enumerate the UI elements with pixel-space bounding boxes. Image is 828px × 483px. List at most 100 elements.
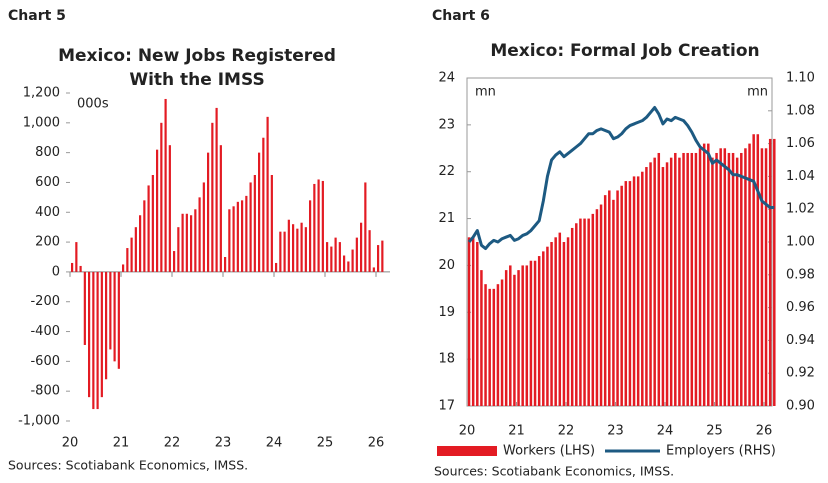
bar — [694, 152, 698, 406]
x-tick-label: 24 — [657, 424, 674, 439]
y-tick-label: 200 — [35, 235, 60, 250]
y-tick-label: -200 — [30, 294, 60, 309]
y-tick-label: 18 — [438, 352, 455, 367]
bar — [351, 249, 354, 272]
y-tick-label: 19 — [438, 305, 455, 320]
bar — [262, 137, 265, 272]
bar — [360, 222, 363, 272]
bar — [764, 148, 768, 407]
bar — [156, 149, 159, 272]
bar — [504, 270, 508, 406]
bar — [224, 257, 227, 272]
bar — [177, 227, 180, 272]
bar — [562, 242, 566, 406]
bar — [471, 237, 475, 406]
bar — [83, 271, 86, 345]
unit-label: 000s — [77, 97, 109, 112]
bar — [279, 231, 282, 272]
bar — [492, 288, 496, 406]
bar — [740, 152, 743, 406]
line — [467, 106, 775, 251]
bar — [570, 227, 574, 406]
y-tick-label: -600 — [30, 354, 60, 369]
bar — [130, 237, 133, 272]
bar — [100, 271, 103, 398]
bar — [79, 265, 82, 272]
bar — [467, 237, 471, 406]
bar — [537, 256, 541, 406]
y2-tick-label: 0.92 — [786, 366, 815, 381]
bar — [347, 261, 350, 272]
bar — [612, 199, 615, 406]
bar — [134, 227, 137, 272]
bar — [591, 213, 595, 406]
y-tick-label: 22 — [438, 164, 455, 179]
x-tick-label: 21 — [508, 424, 525, 439]
bar — [632, 176, 636, 406]
y-tick-label: 1,000 — [23, 115, 60, 130]
bar — [215, 107, 218, 272]
bar — [690, 152, 694, 406]
bar — [476, 242, 479, 406]
y-tick-label: 17 — [438, 399, 455, 414]
y-tick-label: 23 — [438, 117, 455, 132]
bar — [211, 122, 214, 272]
bar — [731, 152, 735, 406]
bar — [105, 271, 108, 380]
bar — [550, 242, 553, 406]
bar — [686, 152, 689, 406]
y-tick-label: 20 — [438, 258, 455, 273]
bar — [228, 209, 231, 272]
bar — [275, 262, 278, 272]
bar — [711, 157, 714, 406]
bar — [649, 162, 652, 406]
bar — [533, 260, 537, 406]
bar — [151, 175, 154, 272]
bar — [283, 231, 286, 272]
bar — [744, 148, 747, 407]
bar — [484, 284, 487, 406]
bar — [317, 179, 320, 272]
bar — [219, 145, 222, 272]
bar — [624, 181, 628, 406]
bar — [113, 271, 116, 362]
bar — [236, 201, 239, 272]
bar — [75, 242, 78, 272]
bar — [372, 267, 375, 272]
y-tick-label: 0 — [52, 264, 60, 279]
y2-tick-label: 0.90 — [786, 399, 815, 414]
bar — [249, 182, 252, 272]
y2-tick-label: 0.94 — [786, 333, 815, 348]
bar — [595, 209, 599, 406]
y-tick-label: -800 — [30, 384, 60, 399]
bar — [719, 148, 722, 407]
bar — [190, 215, 193, 272]
legend-swatch — [437, 446, 497, 456]
x-tick-label: 26 — [368, 436, 385, 451]
bar — [542, 251, 545, 406]
bar — [207, 152, 210, 272]
bar — [381, 240, 384, 272]
chart-title: With the IMSS — [129, 70, 264, 90]
bar — [760, 148, 764, 407]
unit-label: mn — [747, 85, 768, 100]
bar — [628, 181, 632, 406]
y-tick-label: 24 — [438, 71, 455, 86]
bar — [682, 152, 685, 406]
bar — [364, 182, 367, 272]
bar — [566, 237, 570, 406]
bar — [232, 206, 235, 272]
bar — [173, 251, 176, 272]
bar — [707, 143, 710, 406]
bar — [109, 271, 112, 350]
bar — [657, 152, 661, 406]
x-tick-label: 26 — [756, 424, 773, 439]
bar — [608, 190, 611, 406]
bar — [665, 162, 669, 406]
bar — [198, 197, 201, 272]
bar — [587, 218, 590, 406]
chart-label: Chart 6 — [432, 8, 490, 24]
bar — [321, 180, 324, 272]
y2-tick-label: 1.02 — [786, 202, 815, 217]
bar — [300, 222, 303, 272]
